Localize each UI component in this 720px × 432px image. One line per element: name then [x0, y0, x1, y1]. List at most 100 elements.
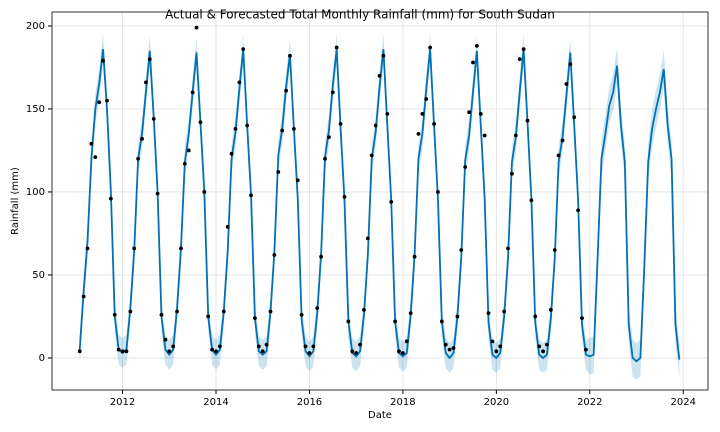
- x-tick-label: 2024: [671, 397, 696, 408]
- data-point: [105, 98, 109, 103]
- data-point: [350, 349, 355, 354]
- data-point: [256, 344, 261, 349]
- data-point: [136, 156, 141, 161]
- data-point: [439, 319, 444, 324]
- data-point: [217, 344, 222, 349]
- data-point: [584, 347, 588, 352]
- data-point: [420, 112, 425, 116]
- data-point: [288, 53, 292, 58]
- data-point: [159, 312, 164, 317]
- data-point: [225, 224, 230, 229]
- x-tick-label: 2016: [297, 397, 322, 408]
- data-point: [513, 133, 518, 138]
- data-point: [467, 110, 472, 115]
- data-point: [389, 200, 394, 204]
- data-point: [541, 349, 545, 354]
- y-tick-label: 0: [39, 353, 45, 364]
- data-point: [393, 319, 397, 324]
- data-point: [171, 344, 176, 349]
- x-tick-label: 2022: [577, 397, 602, 408]
- data-point: [155, 191, 160, 196]
- data-point: [498, 344, 503, 349]
- data-point: [291, 126, 296, 131]
- data-point: [471, 60, 475, 65]
- data-point: [404, 339, 409, 344]
- data-point: [490, 339, 495, 344]
- data-point: [443, 342, 448, 347]
- data-point: [175, 309, 179, 314]
- data-point: [260, 349, 265, 354]
- plot-frame: [51, 11, 709, 391]
- data-point: [253, 316, 257, 321]
- x-tick-label: 2012: [110, 397, 135, 408]
- data-point: [330, 90, 335, 95]
- data-point: [179, 246, 183, 251]
- data-point: [397, 349, 401, 354]
- data-point: [533, 314, 538, 319]
- data-point: [381, 53, 386, 58]
- data-point: [342, 195, 347, 199]
- data-point: [560, 138, 565, 143]
- y-tick-label: 200: [26, 21, 45, 32]
- data-point: [132, 246, 137, 251]
- data-point: [545, 342, 549, 347]
- data-point: [354, 351, 359, 355]
- data-point: [338, 121, 343, 126]
- data-point: [303, 344, 308, 349]
- data-point: [428, 45, 433, 50]
- data-point: [346, 319, 351, 324]
- y-tick-label: 150: [26, 104, 45, 115]
- data-point: [276, 170, 281, 174]
- data-point: [506, 246, 510, 251]
- data-point: [116, 347, 121, 352]
- data-point: [385, 112, 390, 116]
- data-point: [268, 309, 273, 314]
- data-point: [432, 121, 436, 126]
- y-tick-label: 50: [32, 270, 45, 281]
- data-point: [362, 307, 366, 312]
- data-point: [377, 73, 382, 78]
- forecast-line: [78, 49, 681, 363]
- data-point: [198, 120, 203, 125]
- data-point: [373, 123, 378, 128]
- data-point: [210, 347, 215, 352]
- data-point: [108, 196, 113, 201]
- data-point: [451, 346, 456, 350]
- data-point: [552, 248, 557, 252]
- data-point: [89, 141, 94, 146]
- data-point: [576, 208, 581, 213]
- data-point: [369, 153, 374, 158]
- data-point: [128, 309, 133, 314]
- x-tick-label: 2018: [390, 397, 415, 408]
- data-point: [101, 58, 105, 63]
- data-point: [486, 311, 491, 316]
- data-point: [202, 190, 207, 194]
- data-point: [163, 337, 168, 342]
- data-point: [97, 100, 102, 105]
- data-point: [124, 349, 129, 354]
- data-point: [334, 45, 339, 50]
- data-point: [548, 307, 553, 312]
- data-point: [237, 80, 242, 85]
- data-point: [295, 178, 300, 183]
- data-point: [81, 294, 86, 299]
- data-point: [502, 309, 507, 314]
- data-point: [272, 253, 277, 257]
- data-point: [214, 349, 218, 354]
- data-point: [323, 156, 327, 161]
- data-point: [85, 246, 90, 251]
- data-point: [299, 312, 304, 317]
- data-point: [249, 193, 253, 198]
- data-point: [315, 306, 320, 311]
- data-point: [120, 349, 125, 354]
- x-axis-label: Date: [368, 410, 392, 421]
- data-point: [112, 312, 117, 317]
- data-point: [182, 161, 187, 166]
- data-point: [494, 349, 499, 354]
- data-point: [482, 133, 487, 138]
- data-point: [463, 165, 468, 169]
- data-point: [455, 314, 460, 319]
- data-point: [327, 135, 331, 140]
